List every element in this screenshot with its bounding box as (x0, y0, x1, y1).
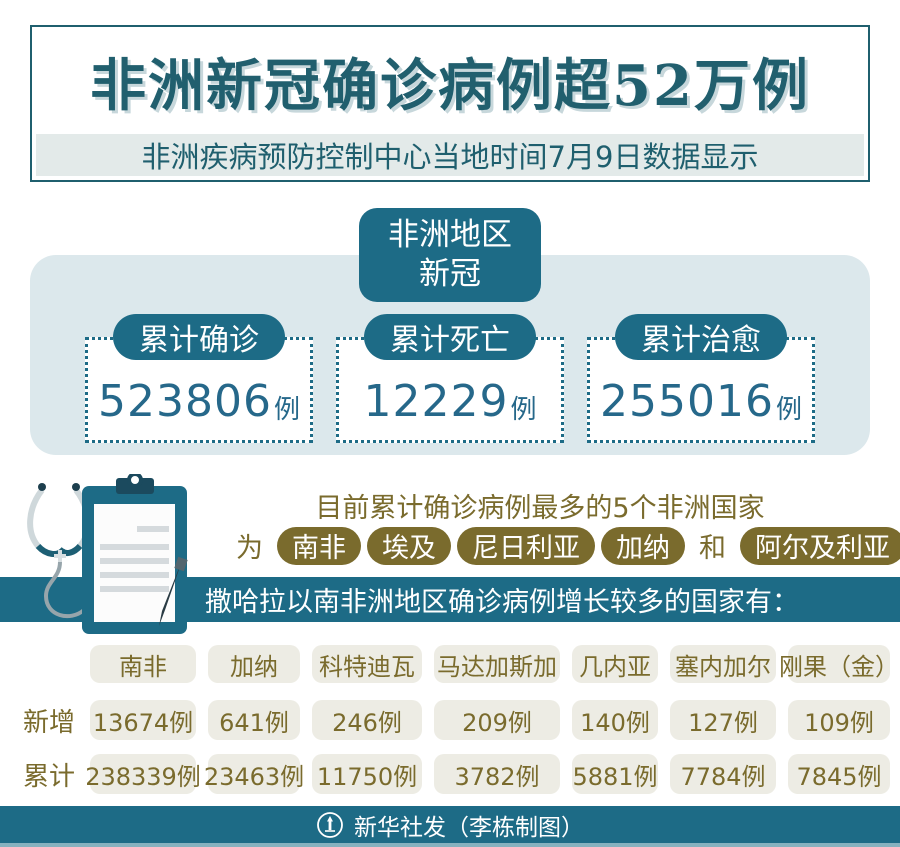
table-header-row: 南非 加纳 科特迪瓦 马达加斯加 几内亚 塞内加尔 刚果（金） (20, 645, 899, 683)
stat-label-confirmed: 累计确诊 (113, 314, 285, 360)
table-cell: 209例 (434, 700, 560, 740)
region-badge-line1: 非洲地区 (388, 217, 512, 254)
country-pill-egypt: 埃及 (367, 526, 451, 565)
table-cell: 127例 (670, 700, 776, 740)
stat-card-recovered: 累计治愈 255016 例 (587, 314, 815, 443)
page-subtitle: 非洲疾病预防控制中心当地时间7月9日数据显示 (36, 134, 864, 176)
table-cell: 7845例 (788, 754, 890, 794)
column-header: 科特迪瓦 (312, 645, 422, 683)
table-cell: 246例 (312, 700, 422, 740)
column-header: 南非 (90, 645, 196, 683)
country-pill-ghana: 加纳 (601, 526, 685, 565)
table-cell: 238339例 (85, 754, 201, 794)
column-header: 塞内加尔 (670, 645, 776, 683)
row-label: 新增 (22, 707, 75, 738)
top5-prefix: 为 (236, 533, 263, 564)
region-badge-line2: 新冠 (419, 256, 481, 292)
table-cell: 5881例 (572, 754, 658, 794)
table-cell: 109例 (788, 700, 890, 740)
stat-value-deaths: 12229 例 (339, 362, 561, 440)
stat-value-recovered: 255016 例 (590, 362, 812, 440)
country-pill-algeria: 阿尔及利亚 (740, 526, 900, 565)
page-title: 非洲新冠确诊病例超52万例 (90, 53, 810, 119)
row-label: 累计 (22, 761, 75, 792)
table-cell: 3782例 (434, 754, 560, 794)
column-header: 马达加斯加 (434, 645, 560, 683)
table-corner-spacer (20, 645, 78, 683)
stat-label-deaths: 累计死亡 (364, 314, 536, 360)
column-header: 几内亚 (572, 645, 658, 683)
xinhua-emblem-icon (316, 811, 344, 839)
footer-bottom-strip (0, 843, 900, 847)
country-pill-south-africa: 南非 (277, 526, 361, 565)
top5-countries-row: 为 南非 埃及 尼日利亚 加纳 和 阿尔及利亚 (228, 526, 900, 565)
stat-value-confirmed: 523806 例 (88, 362, 310, 440)
footer-credit-bar: 新华社发（李栋制图） (0, 806, 900, 843)
table-row-new-cases: 新增 13674例 641例 246例 209例 140例 127例 109例 (20, 700, 890, 740)
table-cell: 140例 (572, 700, 658, 740)
column-header: 刚果（金） (779, 645, 899, 683)
table-cell: 7784例 (670, 754, 776, 794)
title-box: 非洲新冠确诊病例超52万例 非洲疾病预防控制中心当地时间7月9日数据显示 (30, 25, 870, 182)
region-badge: 非洲地区 新冠 (359, 208, 541, 302)
column-header: 加纳 (208, 645, 300, 683)
stat-unit: 例 (510, 394, 537, 425)
stat-card-deaths: 累计死亡 12229 例 (336, 314, 564, 443)
footer-credit-text: 新华社发（李栋制图） (354, 814, 584, 841)
table-cell: 11750例 (312, 754, 422, 794)
table-cell: 13674例 (90, 700, 196, 740)
clipboard-stethoscope-icon (12, 472, 197, 643)
stat-number: 12229 (363, 375, 509, 427)
country-data-table: 南非 加纳 科特迪瓦 马达加斯加 几内亚 塞内加尔 刚果（金） 新增 13674… (20, 645, 899, 808)
stat-label-recovered: 累计治愈 (615, 314, 787, 360)
table-cell: 641例 (208, 700, 300, 740)
stat-number: 523806 (98, 375, 272, 427)
stat-number: 255016 (600, 375, 774, 427)
table-row-cumulative: 累计 238339例 23463例 11750例 3782例 5881例 778… (20, 754, 890, 794)
top5-heading: 目前累计确诊病例最多的5个非洲国家 (315, 493, 765, 524)
table-cell: 23463例 (204, 754, 304, 794)
stat-unit: 例 (273, 394, 300, 425)
top5-conjunction: 和 (699, 533, 726, 564)
country-pill-nigeria: 尼日利亚 (457, 526, 595, 565)
stat-unit: 例 (775, 394, 802, 425)
stat-card-confirmed: 累计确诊 523806 例 (85, 314, 313, 443)
